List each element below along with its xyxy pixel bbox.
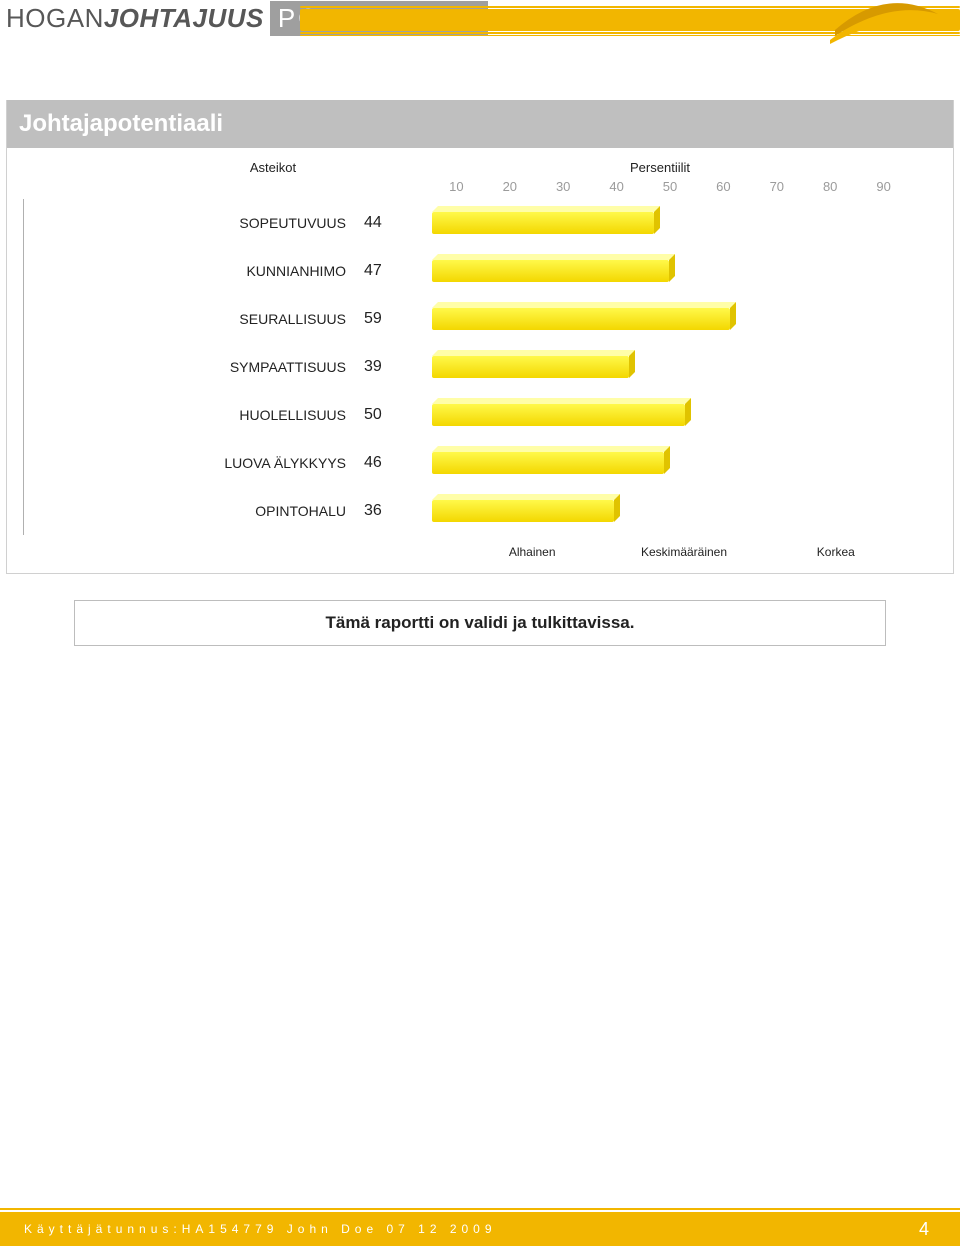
bar-cell — [404, 206, 937, 240]
row-label: LUOVA ÄLYKKYYS — [24, 455, 364, 471]
data-row: KUNNIANHIMO47 — [24, 247, 937, 295]
bar — [432, 308, 937, 330]
axis-tick: 30 — [556, 179, 570, 194]
axis-ticks: 10 20 30 40 50 60 70 80 90 — [403, 179, 937, 197]
bar — [432, 356, 937, 378]
axis-tick: 50 — [663, 179, 677, 194]
legend-row: Alhainen Keskimääräinen Korkea — [23, 545, 937, 563]
axis-tick: 20 — [503, 179, 517, 194]
bar — [432, 452, 937, 474]
axis-row: 10 20 30 40 50 60 70 80 90 — [23, 179, 937, 197]
legend-high: Korkea — [817, 545, 855, 559]
header-band — [300, 6, 960, 36]
bar — [432, 212, 937, 234]
band-stripe — [300, 32, 960, 34]
row-label: SEURALLISUUS — [24, 311, 364, 327]
row-value: 59 — [364, 310, 404, 328]
row-value: 46 — [364, 454, 404, 472]
brand-seg1: HOGAN — [6, 3, 104, 34]
row-label: KUNNIANHIMO — [24, 263, 364, 279]
axis-tick: 90 — [876, 179, 890, 194]
bar — [432, 404, 937, 426]
row-label: SOPEUTUVUUS — [24, 215, 364, 231]
row-value: 50 — [364, 406, 404, 424]
legend-area: Alhainen Keskimääräinen Korkea — [431, 545, 937, 563]
bar — [432, 260, 937, 282]
legend-low: Alhainen — [509, 545, 556, 559]
bar-cell — [404, 302, 937, 336]
row-value: 39 — [364, 358, 404, 376]
data-row: SYMPAATTISUUS39 — [24, 343, 937, 391]
legend-mid: Keskimääräinen — [641, 545, 727, 559]
data-row: SOPEUTUVUUS44 — [24, 199, 937, 247]
axis-tick: 70 — [770, 179, 784, 194]
brand-seg2: JOHTAJUUS — [104, 3, 264, 34]
axis-tick: 10 — [449, 179, 463, 194]
row-label: HUOLELLISUUS — [24, 407, 364, 423]
row-value: 36 — [364, 502, 404, 520]
band-stripe — [300, 9, 960, 31]
scales-label: Asteikot — [23, 160, 383, 175]
bar — [432, 500, 937, 522]
percentiles-label: Persentiilit — [383, 160, 937, 175]
bar-cell — [404, 254, 937, 288]
footer-text: Käyttäjätunnus:HA154779 John Doe 07 12 2… — [24, 1222, 497, 1236]
bar-cell — [404, 350, 937, 384]
band-stripe — [300, 35, 960, 36]
bar-cell — [404, 446, 937, 480]
row-value: 47 — [364, 262, 404, 280]
row-label: SYMPAATTISUUS — [24, 359, 364, 375]
axis-tick: 60 — [716, 179, 730, 194]
data-row: SEURALLISUUS59 — [24, 295, 937, 343]
chart-rows: SOPEUTUVUUS44KUNNIANHIMO47SEURALLISUUS59… — [23, 199, 937, 535]
row-label: OPINTOHALU — [24, 503, 364, 519]
row-value: 44 — [364, 214, 404, 232]
section-title: Johtajapotentiaali — [7, 100, 953, 148]
page-footer: Käyttäjätunnus:HA154779 John Doe 07 12 2… — [0, 1212, 960, 1246]
page-header: HOGAN JOHTAJUUS POTENTIAALI — [0, 0, 960, 40]
bar-cell — [404, 494, 937, 528]
data-row: OPINTOHALU36 — [24, 487, 937, 535]
chart-header-row: Asteikot Persentiilit — [23, 160, 937, 175]
section: Johtajapotentiaali Asteikot Persentiilit… — [6, 100, 954, 574]
data-row: LUOVA ÄLYKKYYS46 — [24, 439, 937, 487]
data-row: HUOLELLISUUS50 — [24, 391, 937, 439]
chart: Asteikot Persentiilit 10 20 30 40 50 60 70 80 90… — [7, 148, 953, 573]
footer-line — [0, 1208, 960, 1210]
band-stripe — [300, 6, 960, 8]
axis-tick: 40 — [609, 179, 623, 194]
bar-cell — [404, 398, 937, 432]
validity-box: Tämä raportti on validi ja tulkittavissa… — [74, 600, 886, 646]
axis-tick: 80 — [823, 179, 837, 194]
page-number: 4 — [919, 1219, 930, 1240]
